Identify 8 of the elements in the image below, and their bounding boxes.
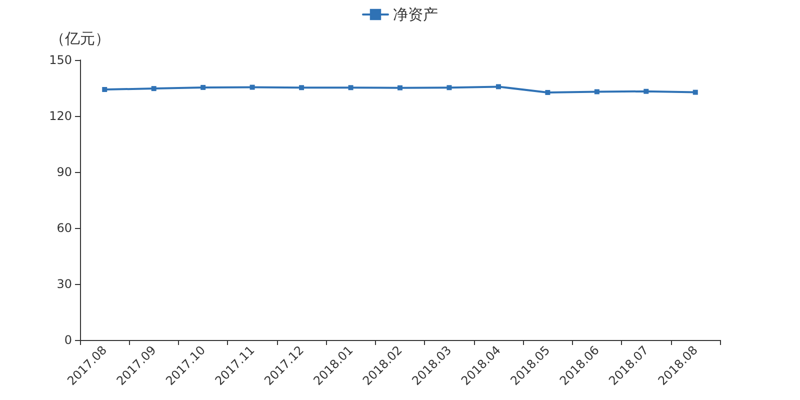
- y-tick-label: 90: [56, 165, 72, 179]
- y-tick-label: 60: [56, 221, 72, 235]
- y-tick-label: 120: [49, 109, 72, 123]
- y-tick-label: 150: [49, 53, 72, 67]
- y-tick-label: 30: [56, 277, 72, 291]
- y-tick-label: 0: [64, 333, 72, 347]
- y-axis-title: （亿元）: [50, 30, 110, 48]
- legend-label: 净资产: [393, 6, 438, 24]
